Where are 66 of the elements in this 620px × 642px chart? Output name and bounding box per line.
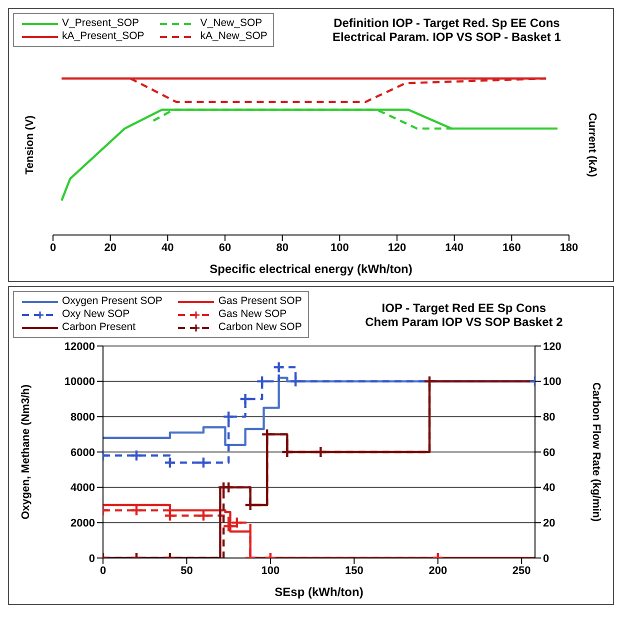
chart-subtitle: Electrical Param. IOP VS SOP - Basket 1 — [332, 30, 562, 44]
point — [272, 361, 285, 374]
legend-label: Oxy New SOP — [62, 308, 130, 321]
y-tick-label: 10000 — [64, 376, 95, 388]
x-axis-title: SEsp (kWh/ton) — [274, 585, 364, 599]
point — [222, 410, 235, 423]
point — [244, 498, 256, 512]
legend-label: Carbon Present — [62, 321, 136, 334]
x-tick-label: 0 — [100, 564, 106, 577]
y-tick-label: 12000 — [64, 340, 95, 353]
y2-tick-label: 120 — [543, 340, 562, 353]
y-tick-label: 8000 — [70, 412, 95, 424]
point — [281, 446, 294, 458]
point — [239, 392, 252, 406]
y2-axis-title: Carbon Flow Rate (kg/min) — [590, 382, 602, 522]
y-axis-title: Oxygen, Methane (Nm3/h) — [20, 384, 32, 520]
x-tick-label: 50 — [180, 564, 193, 577]
point — [230, 516, 244, 529]
point — [197, 456, 210, 469]
y-axis-title: Tension (V) — [24, 115, 36, 175]
point — [222, 520, 235, 532]
legend-label: V_Present_SOP — [62, 17, 140, 30]
x-axis-title: Specific electrical energy (kWh/ton) — [210, 262, 412, 276]
legend-label: V_New_SOP — [200, 17, 262, 30]
chart-title: Definition IOP - Target Red. Sp EE Cons — [332, 16, 561, 30]
point — [256, 375, 268, 388]
x-tick-label: 250 — [512, 564, 531, 577]
x-tick-label: 150 — [344, 564, 364, 577]
y2-tick-label: 0 — [543, 552, 550, 565]
legend-label: Carbon New SOP — [218, 321, 302, 334]
legend-label: Oxygen Present SOP — [62, 295, 162, 308]
x-tick-label: 140 — [445, 242, 464, 254]
y-tick-label: 2000 — [70, 518, 95, 530]
y2-tick-label: 80 — [543, 412, 556, 424]
y-tick-label: 4000 — [70, 482, 95, 494]
chart-title: IOP - Target Red EE Sp Cons — [380, 300, 548, 314]
x-tick-label: 120 — [388, 242, 406, 254]
x-tick-label: 80 — [276, 242, 288, 254]
point — [260, 428, 274, 440]
x-tick-label: 60 — [218, 242, 232, 254]
y2-tick-label: 20 — [543, 518, 556, 530]
y2-tick-label: 40 — [543, 482, 556, 494]
point — [197, 510, 210, 522]
x-tick-label: 40 — [162, 242, 174, 254]
legend-label: Gas Present SOP — [218, 295, 302, 308]
point — [314, 446, 327, 458]
x-tick-label: 160 — [502, 242, 521, 254]
x-tick-label: 100 — [330, 242, 349, 254]
point — [289, 375, 302, 388]
legend-label: kA_New_SOP — [200, 30, 268, 43]
chart-subtitle: Chem Param IOP VS SOP Basket 2 — [364, 314, 564, 328]
y-tick-label: 6000 — [70, 446, 95, 459]
legend-label: Gas New SOP — [218, 308, 287, 321]
y2-axis-title: Current (kA) — [586, 112, 598, 178]
point — [164, 456, 176, 469]
legend-label: kA_Present_SOP — [62, 30, 144, 43]
point — [130, 449, 143, 462]
x-tick-label: 0 — [50, 242, 56, 254]
x-tick-label: 200 — [428, 564, 448, 577]
x-tick-label: 180 — [560, 242, 578, 254]
y2-tick-label: 100 — [543, 376, 562, 388]
x-tick-label: 20 — [104, 242, 116, 254]
y-tick-label: 0 — [88, 552, 95, 565]
x-tick-label: 100 — [261, 564, 280, 577]
y2-tick-label: 60 — [543, 446, 556, 459]
point — [164, 510, 176, 522]
